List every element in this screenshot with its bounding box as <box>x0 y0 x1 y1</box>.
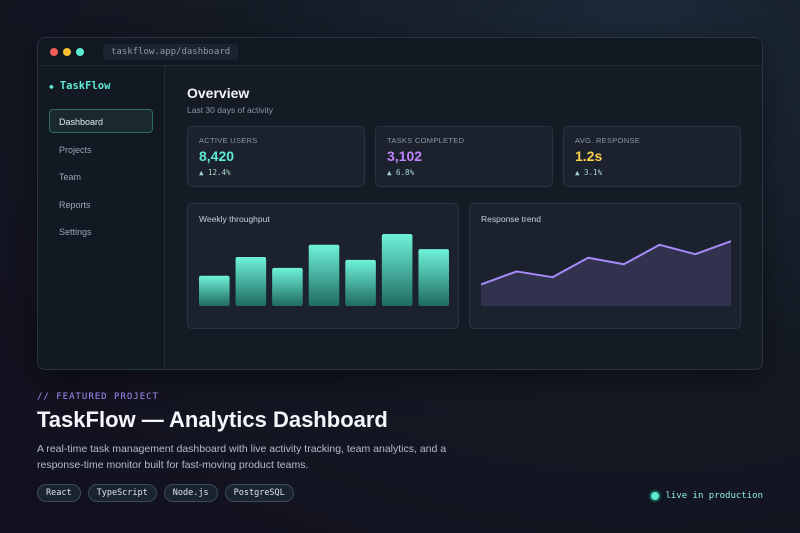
throughput-panel: Weekly throughput <box>187 203 459 329</box>
throughput-bar <box>418 249 449 306</box>
status-dot-icon <box>651 492 660 500</box>
maximize-dot-icon[interactable] <box>76 47 84 56</box>
page-subtitle: Last 30 days of activity <box>187 105 273 115</box>
throughput-bar <box>272 267 303 306</box>
stat-value: 3,102 <box>387 148 423 164</box>
page-title: Overview <box>187 85 250 101</box>
response-trend-area <box>481 241 731 306</box>
brand-name: TaskFlow <box>59 80 111 92</box>
stat-card-active-users[interactable]: ACTIVE USERS 8,420 ▲ 12.4% <box>187 126 365 187</box>
status-indicator: live in production <box>651 491 763 501</box>
tech-tags: React TypeScript Node.js PostgreSQL <box>37 484 294 502</box>
throughput-title: Weekly throughput <box>199 214 270 224</box>
throughput-bar <box>345 259 376 306</box>
response-trend-chart <box>481 240 731 306</box>
stat-value: 8,420 <box>199 148 235 164</box>
tag-typescript[interactable]: TypeScript <box>87 484 157 502</box>
throughput-bar <box>235 257 267 306</box>
project-headline: TaskFlow — Analytics Dashboard <box>37 407 388 432</box>
minimize-dot-icon[interactable] <box>63 47 71 56</box>
close-dot-icon[interactable] <box>50 47 58 56</box>
response-trend-title: Response trend <box>481 214 542 224</box>
window-titlebar: taskflow.app/dashboard <box>38 38 762 66</box>
featured-eyebrow: // FEATURED PROJECT <box>37 392 159 402</box>
sidebar-item-team[interactable]: Team <box>59 172 82 182</box>
brand-logo[interactable]: ◆ TaskFlow <box>49 80 164 92</box>
stat-delta: ▲ 3.1% <box>575 168 603 177</box>
sidebar-item-projects[interactable]: Projects <box>59 144 92 155</box>
status-text: live in production <box>665 491 763 501</box>
sidebar-nav: Dashboard Projects Team Reports Settings <box>38 109 164 243</box>
url-bar[interactable]: taskflow.app/dashboard <box>103 43 239 60</box>
stat-card-tasks-completed[interactable]: TASKS COMPLETED 3,102 ▲ 6.8% <box>375 126 553 187</box>
tag-react[interactable]: React <box>37 484 81 502</box>
stat-label: AVG. RESPONSE <box>575 136 641 145</box>
throughput-bar <box>308 244 340 306</box>
stat-delta: ▲ 6.8% <box>387 168 415 177</box>
stat-label: ACTIVE USERS <box>199 136 258 145</box>
charts-row: Weekly throughput Response trend <box>187 203 741 329</box>
project-description: A real-time task management dashboard wi… <box>37 443 447 471</box>
main-content: Overview Last 30 days of activity ACTIVE… <box>166 66 762 369</box>
diamond-icon: ◆ <box>49 81 54 91</box>
tag-nodejs[interactable]: Node.js <box>163 484 218 502</box>
stat-label: TASKS COMPLETED <box>387 136 465 145</box>
tag-postgresql[interactable]: PostgreSQL <box>224 484 294 502</box>
stats-row: ACTIVE USERS 8,420 ▲ 12.4% TASKS COMPLET… <box>187 126 741 187</box>
throughput-bar-chart <box>199 234 449 306</box>
stat-value: 1.2s <box>575 148 603 164</box>
sidebar-item-reports[interactable]: Reports <box>59 199 91 210</box>
stat-delta: ▲ 12.4% <box>199 168 231 177</box>
throughput-bar <box>199 275 230 306</box>
response-trend-panel: Response trend <box>469 203 741 329</box>
browser-window: taskflow.app/dashboard ◆ TaskFlow Dashbo… <box>37 37 763 370</box>
stat-card-avg-response[interactable]: AVG. RESPONSE 1.2s ▲ 3.1% <box>563 126 741 187</box>
response-trend-line <box>481 240 731 286</box>
sidebar-item-dashboard[interactable]: Dashboard <box>49 109 153 133</box>
sidebar: ◆ TaskFlow Dashboard Projects Team Repor… <box>38 66 165 369</box>
throughput-bar <box>381 234 413 306</box>
sidebar-item-settings[interactable]: Settings <box>59 227 92 237</box>
